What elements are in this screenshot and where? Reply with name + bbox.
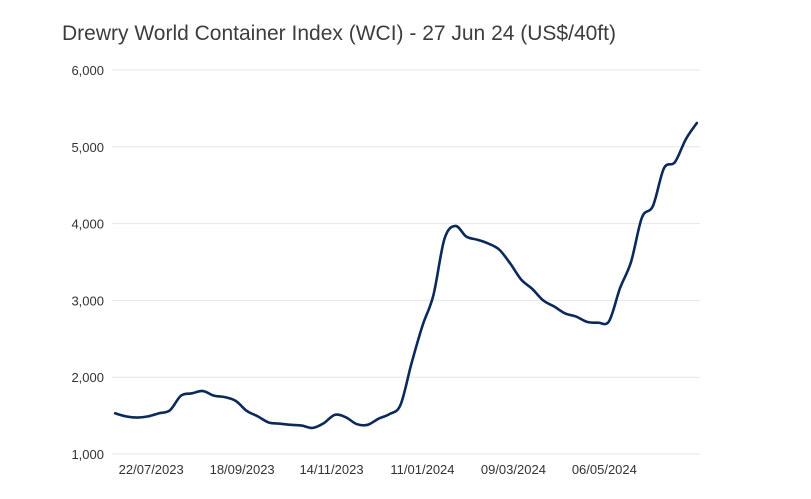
- x-tick-label: 06/05/2024: [572, 462, 637, 477]
- x-tick-label: 11/01/2024: [390, 462, 454, 477]
- x-tick-label: 22/07/2023: [119, 462, 184, 477]
- x-tick-label: 14/11/2023: [299, 462, 363, 477]
- y-tick-label: 1,000: [71, 447, 104, 462]
- gridlines: [112, 69, 700, 455]
- y-tick-label: 5,000: [71, 140, 104, 155]
- x-tick-label: 18/09/2023: [210, 462, 275, 477]
- chart-title: Drewry World Container Index (WCI) - 27 …: [62, 22, 616, 45]
- y-axis-ticks: 1,000 2,000 3,000 4,000 5,000 6,000: [71, 63, 104, 462]
- series-line: [113, 121, 699, 430]
- y-tick-label: 3,000: [71, 293, 104, 308]
- series-layer: [113, 121, 699, 430]
- y-tick-label: 6,000: [71, 63, 104, 78]
- y-tick-label: 4,000: [71, 217, 104, 232]
- y-tick-label: 2,000: [71, 370, 104, 385]
- x-axis-ticks: 22/07/2023 18/09/2023 14/11/2023 11/01/2024…: [119, 462, 637, 477]
- x-tick-label: 09/03/2024: [481, 462, 546, 477]
